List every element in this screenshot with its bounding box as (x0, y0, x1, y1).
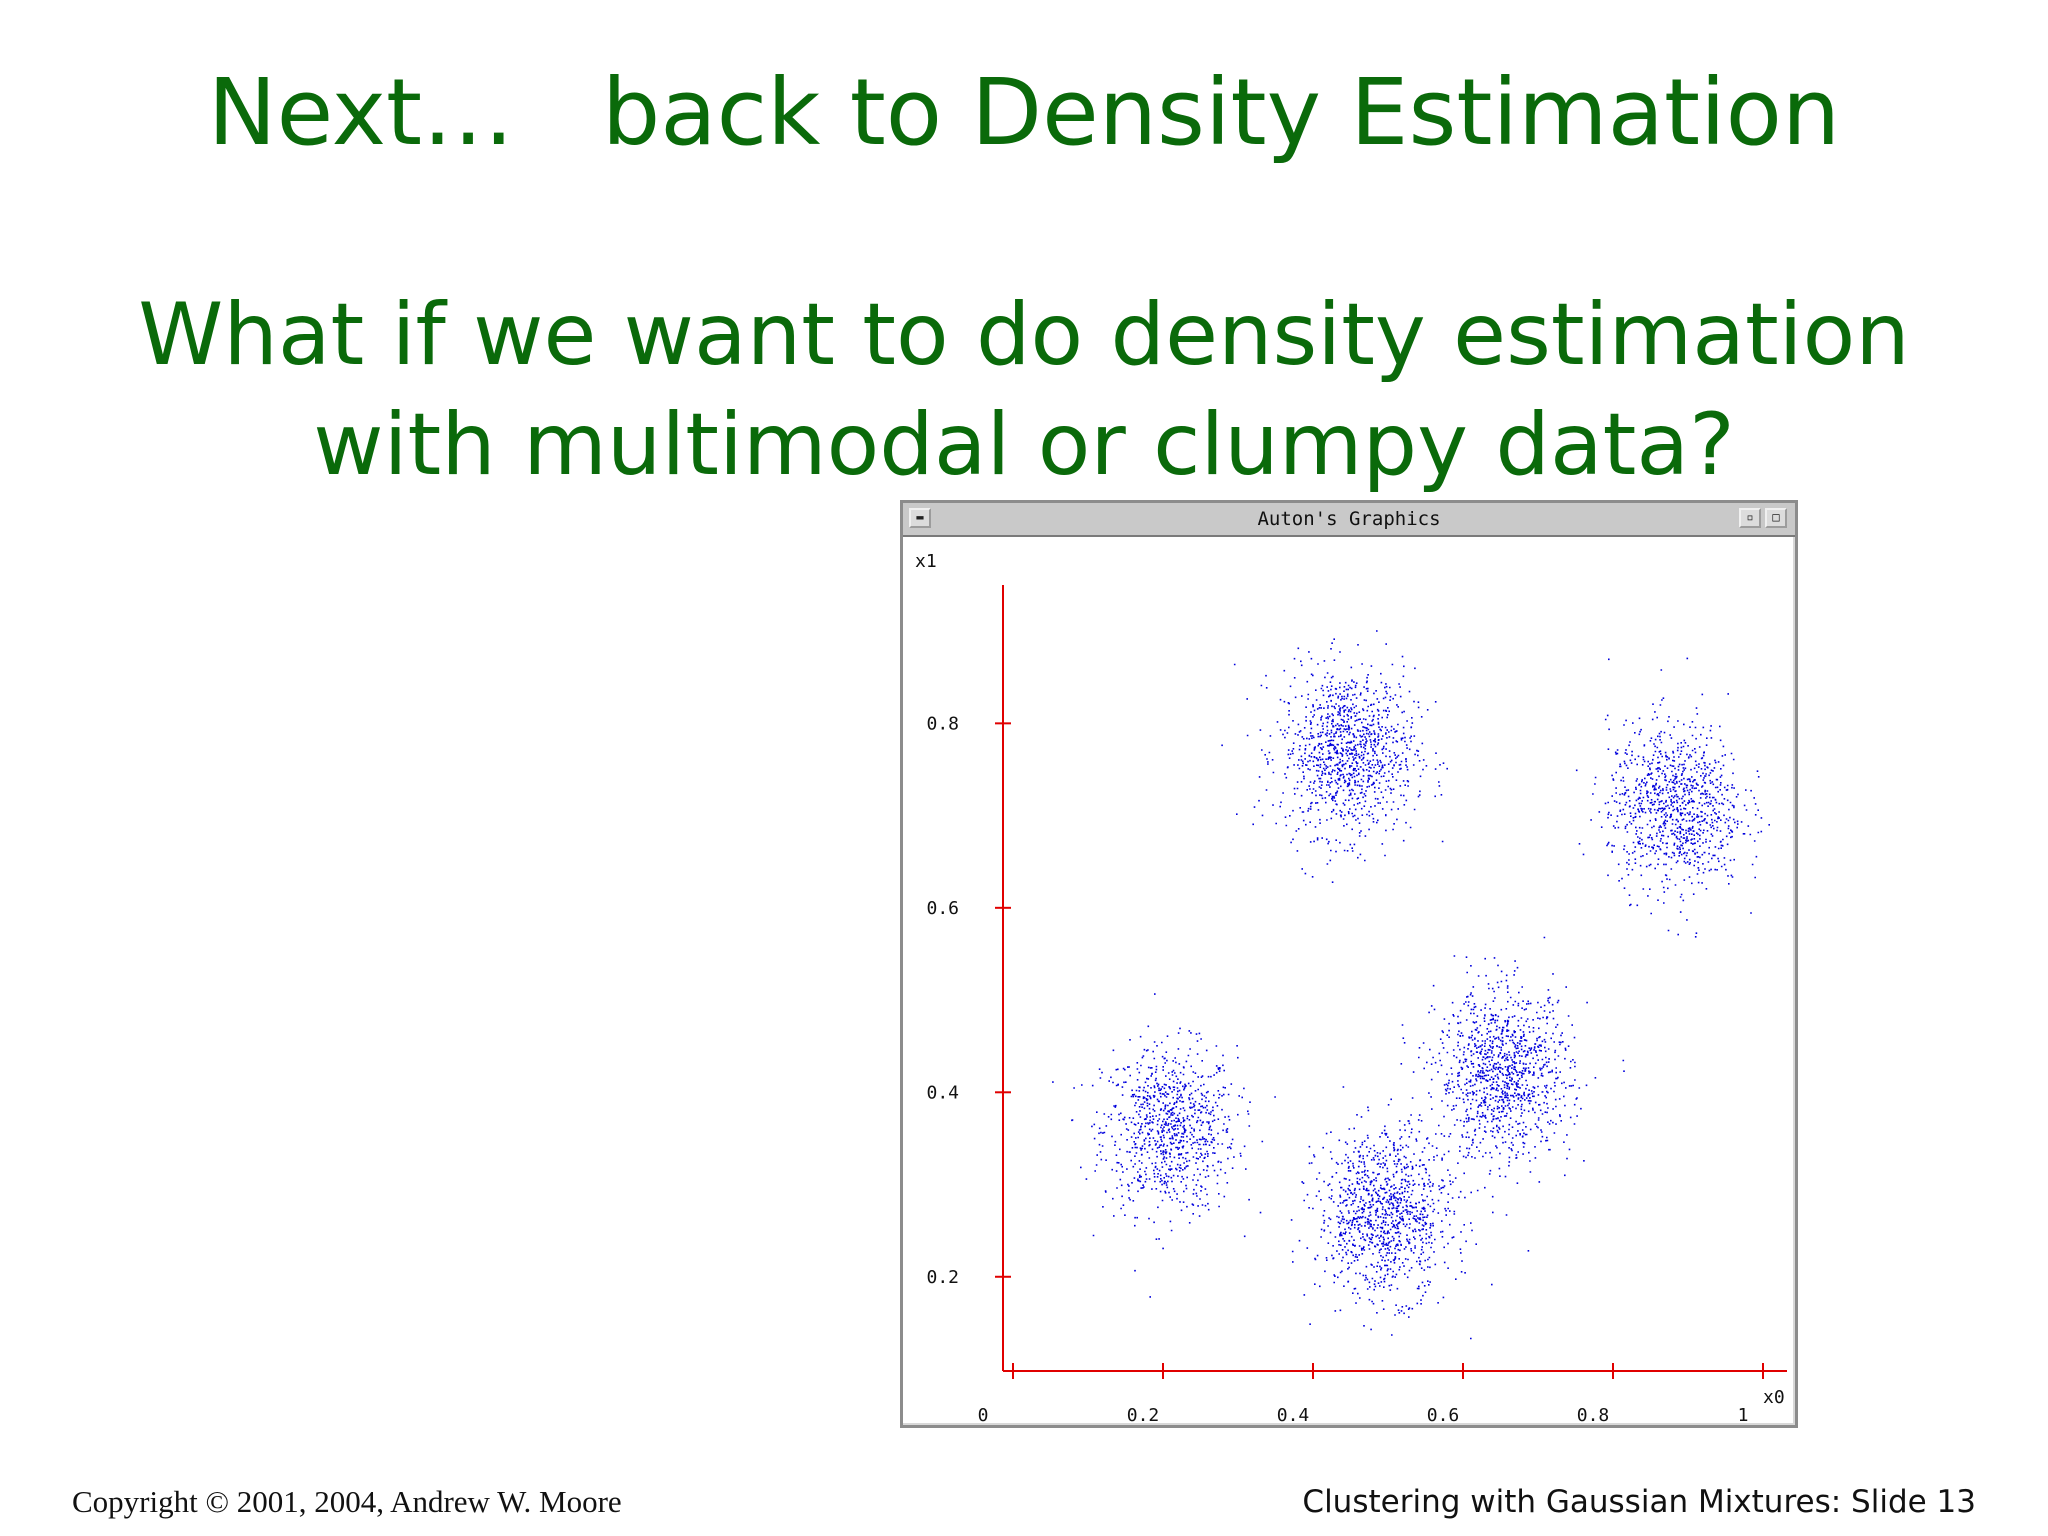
x-axis-label: x0 (1763, 1387, 1785, 1408)
window-maximize-icon[interactable]: □ (1765, 508, 1787, 528)
x-tick-label-0: 0 (978, 1405, 989, 1425)
question-line-2: with multimodal or clumpy data? (313, 395, 1735, 495)
cluster-points-1 (1052, 993, 1276, 1298)
x-tick-label-0.8: 0.8 (1577, 1405, 1610, 1425)
cluster-3 (1575, 657, 1770, 938)
cluster-points-2 (1221, 630, 1448, 883)
x-tick-label-0.6: 0.6 (1427, 1405, 1460, 1425)
window-titlebar[interactable]: ▬ Auton's Graphics ▫ □ (903, 503, 1795, 537)
plot-axes: 0.2 0.4 0.6 0.8 0 0.2 0.4 0.6 0.8 1 (926, 585, 1787, 1425)
cluster-points-5 (1400, 936, 1625, 1216)
x-tick-label-0.4: 0.4 (1277, 1405, 1310, 1425)
cluster-4 (1290, 1086, 1530, 1340)
copyright-notice: Copyright © 2001, 2004, Andrew W. Moore (72, 1484, 622, 1519)
window-minimize-icon[interactable]: ▫ (1739, 508, 1761, 528)
cluster-1 (1052, 993, 1276, 1298)
window-menu-icon[interactable]: ▬ (909, 508, 931, 528)
x-tick-label-1: 1 (1738, 1405, 1749, 1425)
x-tick-label-0.2: 0.2 (1127, 1405, 1160, 1425)
auton-graphics-window: ▬ Auton's Graphics ▫ □ 0.2 0.4 0.6 0.8 0 0.2 0… (900, 500, 1798, 1428)
y-axis-label: x1 (915, 551, 937, 572)
scatter-plot: 0.2 0.4 0.6 0.8 0 0.2 0.4 0.6 0.8 1 x1 x0 (915, 551, 1787, 1425)
y-tick-label-0.6: 0.6 (926, 898, 959, 919)
cluster-2 (1221, 630, 1448, 883)
cluster-points-3 (1575, 657, 1770, 938)
y-tick-label-0.8: 0.8 (926, 713, 959, 734)
y-tick-label-0.4: 0.4 (926, 1082, 959, 1103)
slide-question: What if we want to do density estimation… (0, 280, 2048, 500)
cluster-5 (1400, 936, 1625, 1216)
scatter-points (1052, 630, 1770, 1340)
slide-number-label: Clustering with Gaussian Mixtures: Slide… (1302, 1484, 1976, 1520)
slide-title: Next… back to Density Estimation (207, 59, 1841, 166)
cluster-points-4 (1290, 1086, 1530, 1340)
question-line-1: What if we want to do density estimation (138, 285, 1910, 385)
window-title: Auton's Graphics (1257, 508, 1441, 530)
y-tick-label-0.2: 0.2 (926, 1267, 959, 1288)
